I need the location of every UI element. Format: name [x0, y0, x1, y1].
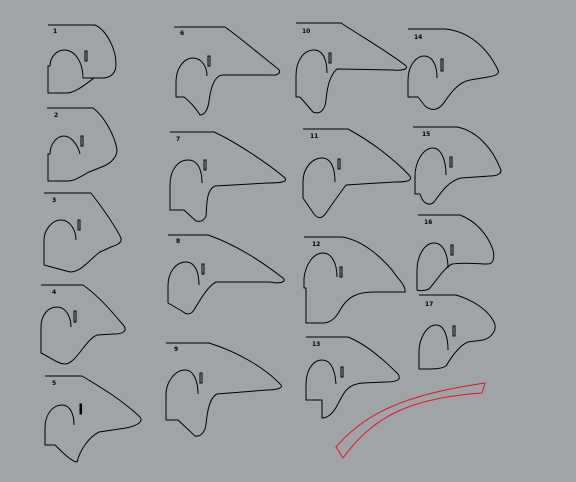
- piece-7[interactable]: 7: [169, 131, 287, 222]
- piece-label: 7: [176, 136, 180, 143]
- piece-5[interactable]: 5: [44, 375, 142, 463]
- piece-label: 16: [424, 219, 432, 226]
- piece-label: 1: [53, 28, 57, 35]
- piece-label: 11: [310, 133, 318, 140]
- piece-12[interactable]: 12: [303, 236, 406, 324]
- piece-13[interactable]: 13: [305, 336, 400, 419]
- piece-label: 10: [302, 28, 310, 35]
- selected-strip[interactable]: [335, 382, 486, 459]
- piece-11[interactable]: 11: [302, 128, 411, 219]
- piece-label: 6: [180, 30, 184, 37]
- piece-14[interactable]: 14: [407, 28, 499, 110]
- piece-label: 8: [176, 238, 180, 245]
- piece-9[interactable]: 9: [165, 342, 282, 437]
- piece-label: 2: [54, 112, 58, 119]
- piece-17[interactable]: 17: [418, 294, 496, 370]
- piece-label: 3: [52, 197, 56, 204]
- piece-4[interactable]: 4: [40, 284, 126, 365]
- piece-label: 14: [414, 34, 422, 41]
- piece-8[interactable]: 8: [167, 234, 285, 315]
- piece-15[interactable]: 15: [413, 126, 502, 205]
- piece-label: 13: [312, 341, 320, 348]
- piece-16[interactable]: 16: [416, 214, 495, 292]
- piece-label: 9: [174, 346, 178, 353]
- piece-label: 5: [52, 380, 56, 387]
- piece-10[interactable]: 10: [295, 22, 407, 114]
- piece-label: 4: [52, 289, 56, 296]
- piece-label: 15: [422, 131, 430, 138]
- piece-2[interactable]: 2: [47, 107, 118, 182]
- piece-3[interactable]: 3: [43, 192, 122, 273]
- piece-label: 12: [312, 241, 320, 248]
- piece-6[interactable]: 6: [174, 26, 281, 116]
- piece-1[interactable]: 1: [47, 24, 117, 94]
- piece-label: 17: [425, 301, 433, 308]
